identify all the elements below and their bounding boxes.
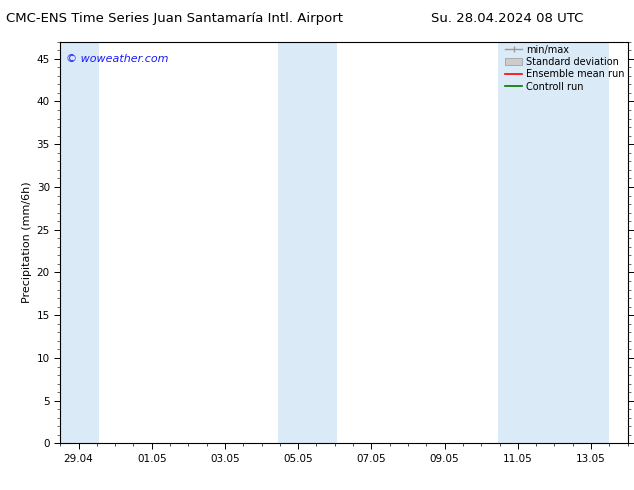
Bar — [278, 42, 337, 443]
Bar — [498, 42, 609, 443]
Legend: min/max, Standard deviation, Ensemble mean run, Controll run: min/max, Standard deviation, Ensemble me… — [505, 45, 624, 92]
Text: © woweather.com: © woweather.com — [66, 54, 169, 64]
Text: Su. 28.04.2024 08 UTC: Su. 28.04.2024 08 UTC — [431, 12, 583, 25]
Text: CMC-ENS Time Series Juan Santamaría Intl. Airport: CMC-ENS Time Series Juan Santamaría Intl… — [6, 12, 344, 25]
Y-axis label: Precipitation (mm/6h): Precipitation (mm/6h) — [22, 182, 32, 303]
Bar — [60, 42, 99, 443]
